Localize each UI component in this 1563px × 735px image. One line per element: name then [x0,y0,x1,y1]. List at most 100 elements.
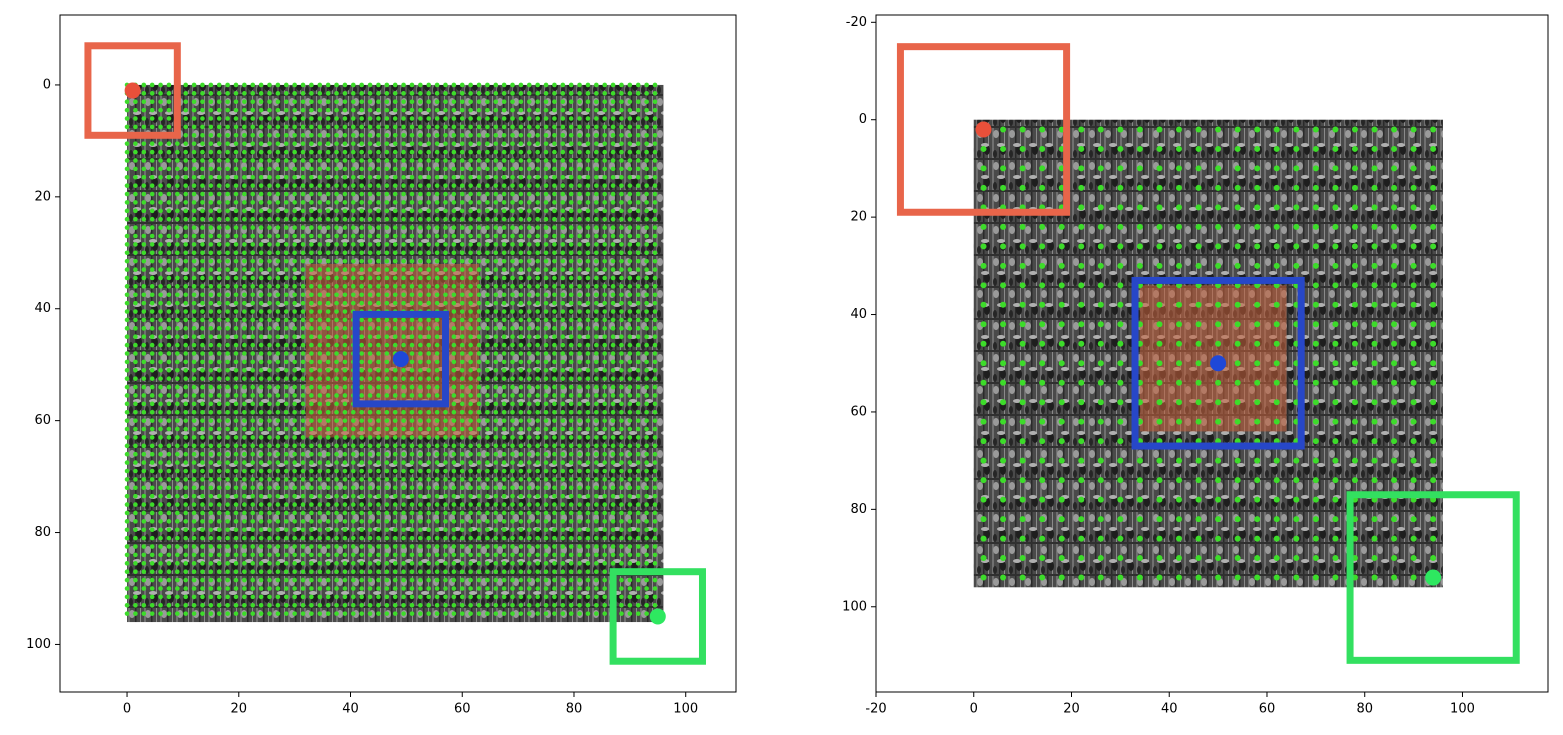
grid-dot [459,535,465,541]
grid-dot [644,443,649,449]
grid-dot [434,158,440,163]
grid-dot [309,275,314,281]
grid-dot [283,309,289,314]
grid-dot [166,174,172,180]
grid-dot [334,267,339,272]
grid-dot [552,418,557,423]
grid-dot [267,510,272,516]
grid-dot [518,443,524,449]
grid-dot [451,326,457,331]
grid-dot [242,527,247,533]
grid-dot [191,309,197,314]
grid-dot [518,561,524,566]
grid-dot [493,326,499,331]
grid-dot [149,544,155,549]
grid-dot [1312,262,1319,269]
grid-dot [501,569,507,575]
grid-dot [560,208,566,214]
grid-dot [518,426,524,432]
grid-dot [376,569,381,575]
grid-dot [401,510,406,516]
grid-dot [1117,399,1124,406]
grid-dot [175,174,180,180]
grid-dot [309,376,314,381]
grid-dot [451,200,457,205]
grid-dot [1410,555,1417,562]
grid-dot [501,149,507,155]
grid-dot [627,191,633,197]
grid-dot [568,451,574,457]
grid-dot [283,116,289,121]
grid-dot [200,82,205,88]
grid-dot [309,149,314,155]
grid-dot [426,586,432,591]
grid-dot [485,200,490,205]
grid-dot [577,334,582,340]
grid-dot [459,384,465,390]
grid-dot [275,183,281,188]
grid-dot [535,443,540,449]
grid-dot [242,351,247,356]
grid-dot [510,451,515,457]
grid-dot [392,594,398,600]
grid-dot [283,485,289,491]
grid-dot [225,82,230,88]
grid-dot [526,477,532,482]
grid-dot [1332,165,1339,172]
grid-dot [552,250,557,256]
grid-dot [175,300,180,306]
grid-dot [635,284,641,289]
grid-dot [1097,418,1104,425]
grid-dot [200,602,205,608]
grid-dot [451,510,457,516]
grid-dot [216,82,222,88]
grid-dot [267,594,272,600]
grid-dot [292,200,297,205]
grid-dot [359,359,364,365]
grid-dot [166,418,172,423]
grid-dot [443,535,448,541]
grid-dot [1000,223,1007,230]
grid-dot [409,577,415,583]
grid-dot [543,166,549,172]
grid-dot [166,544,172,549]
grid-dot [133,359,138,365]
grid-dot [342,569,348,575]
grid-dot [568,149,574,155]
grid-dot [518,460,524,465]
grid-dot [510,82,515,88]
grid-dot [1097,477,1104,484]
grid-dot [300,451,306,457]
grid-dot [309,586,314,591]
grid-dot [1195,145,1202,152]
grid-dot [200,367,205,373]
grid-dot [175,149,180,155]
grid-dot [543,200,549,205]
grid-dot [1351,340,1358,347]
grid-dot [610,552,616,558]
grid-dot [610,477,616,482]
grid-dot [124,426,130,432]
grid-dot [1019,340,1026,347]
grid-dot [610,242,616,247]
grid-dot [166,149,172,155]
grid-dot [485,367,490,373]
grid-dot [501,200,507,205]
y-tick-label: 100 [26,637,51,652]
grid-dot [359,233,364,239]
grid-dot [619,502,624,507]
grid-dot [652,409,658,415]
grid-dot [300,351,306,356]
grid-dot [468,292,473,298]
grid-dot [325,342,331,348]
grid-dot [594,258,599,264]
grid-dot [283,200,289,205]
grid-dot [443,191,448,197]
grid-dot [468,351,473,356]
grid-dot [351,200,356,205]
grid-dot [141,527,147,533]
grid-dot [476,82,482,88]
grid-dot [124,158,130,163]
grid-dot [258,519,264,524]
grid-dot [594,200,599,205]
